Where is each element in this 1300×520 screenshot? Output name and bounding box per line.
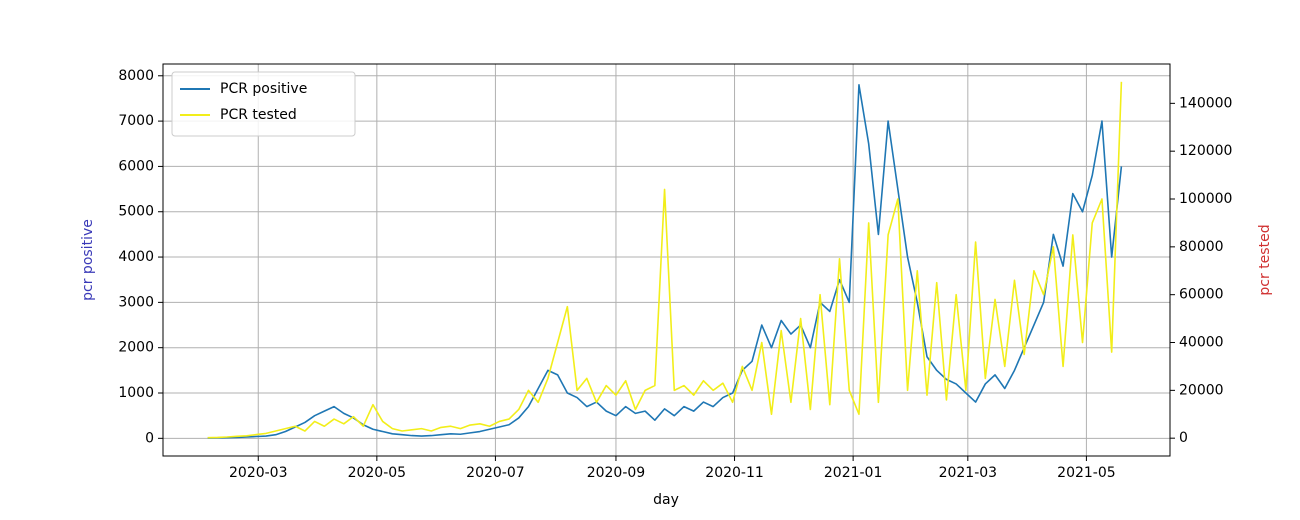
y2-tick-label: 60000 <box>1179 287 1224 303</box>
plot-frame <box>162 63 1171 457</box>
y-tick-label: 8000 <box>118 68 154 84</box>
legend-box <box>171 71 356 137</box>
x-axis-label: day <box>653 492 679 508</box>
y-axis-label: pcr positive <box>80 219 96 301</box>
y-tick-label: 5000 <box>118 204 154 220</box>
x-tick-label: 2021-01 <box>824 465 883 481</box>
x-tick-label: 2020-09 <box>587 465 646 481</box>
data-line <box>207 84 1123 439</box>
y-tick-label: 2000 <box>118 340 154 356</box>
y2-tick-label: 140000 <box>1179 95 1232 111</box>
data-line <box>207 81 1123 439</box>
y2-tick-label: 100000 <box>1179 191 1232 207</box>
y2-tick-label: 20000 <box>1179 382 1224 398</box>
y-tick-label: 6000 <box>118 158 154 174</box>
y-tick-label: 3000 <box>118 294 154 310</box>
y-tick-label: 4000 <box>118 249 154 265</box>
y2-tick-label: 80000 <box>1179 239 1224 255</box>
x-tick-label: 2021-03 <box>939 465 998 481</box>
y2-tick-label: 40000 <box>1179 335 1224 351</box>
y-tick-label: 1000 <box>118 385 154 401</box>
y-tick-label: 7000 <box>118 113 154 129</box>
y2-tick-label: 120000 <box>1179 143 1232 159</box>
x-tick-label: 2020-07 <box>466 465 525 481</box>
y-tick-label: 0 <box>145 430 154 446</box>
x-tick-label: 2020-03 <box>229 465 288 481</box>
x-tick-label: 2020-11 <box>705 465 764 481</box>
y2-axis-label: pcr tested <box>1257 224 1273 295</box>
y2-tick-label: 0 <box>1179 430 1188 446</box>
legend-label: PCR positive <box>220 81 307 97</box>
legend-label: PCR tested <box>220 107 297 123</box>
x-tick-label: 2021-05 <box>1057 465 1116 481</box>
x-tick-label: 2020-05 <box>348 465 407 481</box>
